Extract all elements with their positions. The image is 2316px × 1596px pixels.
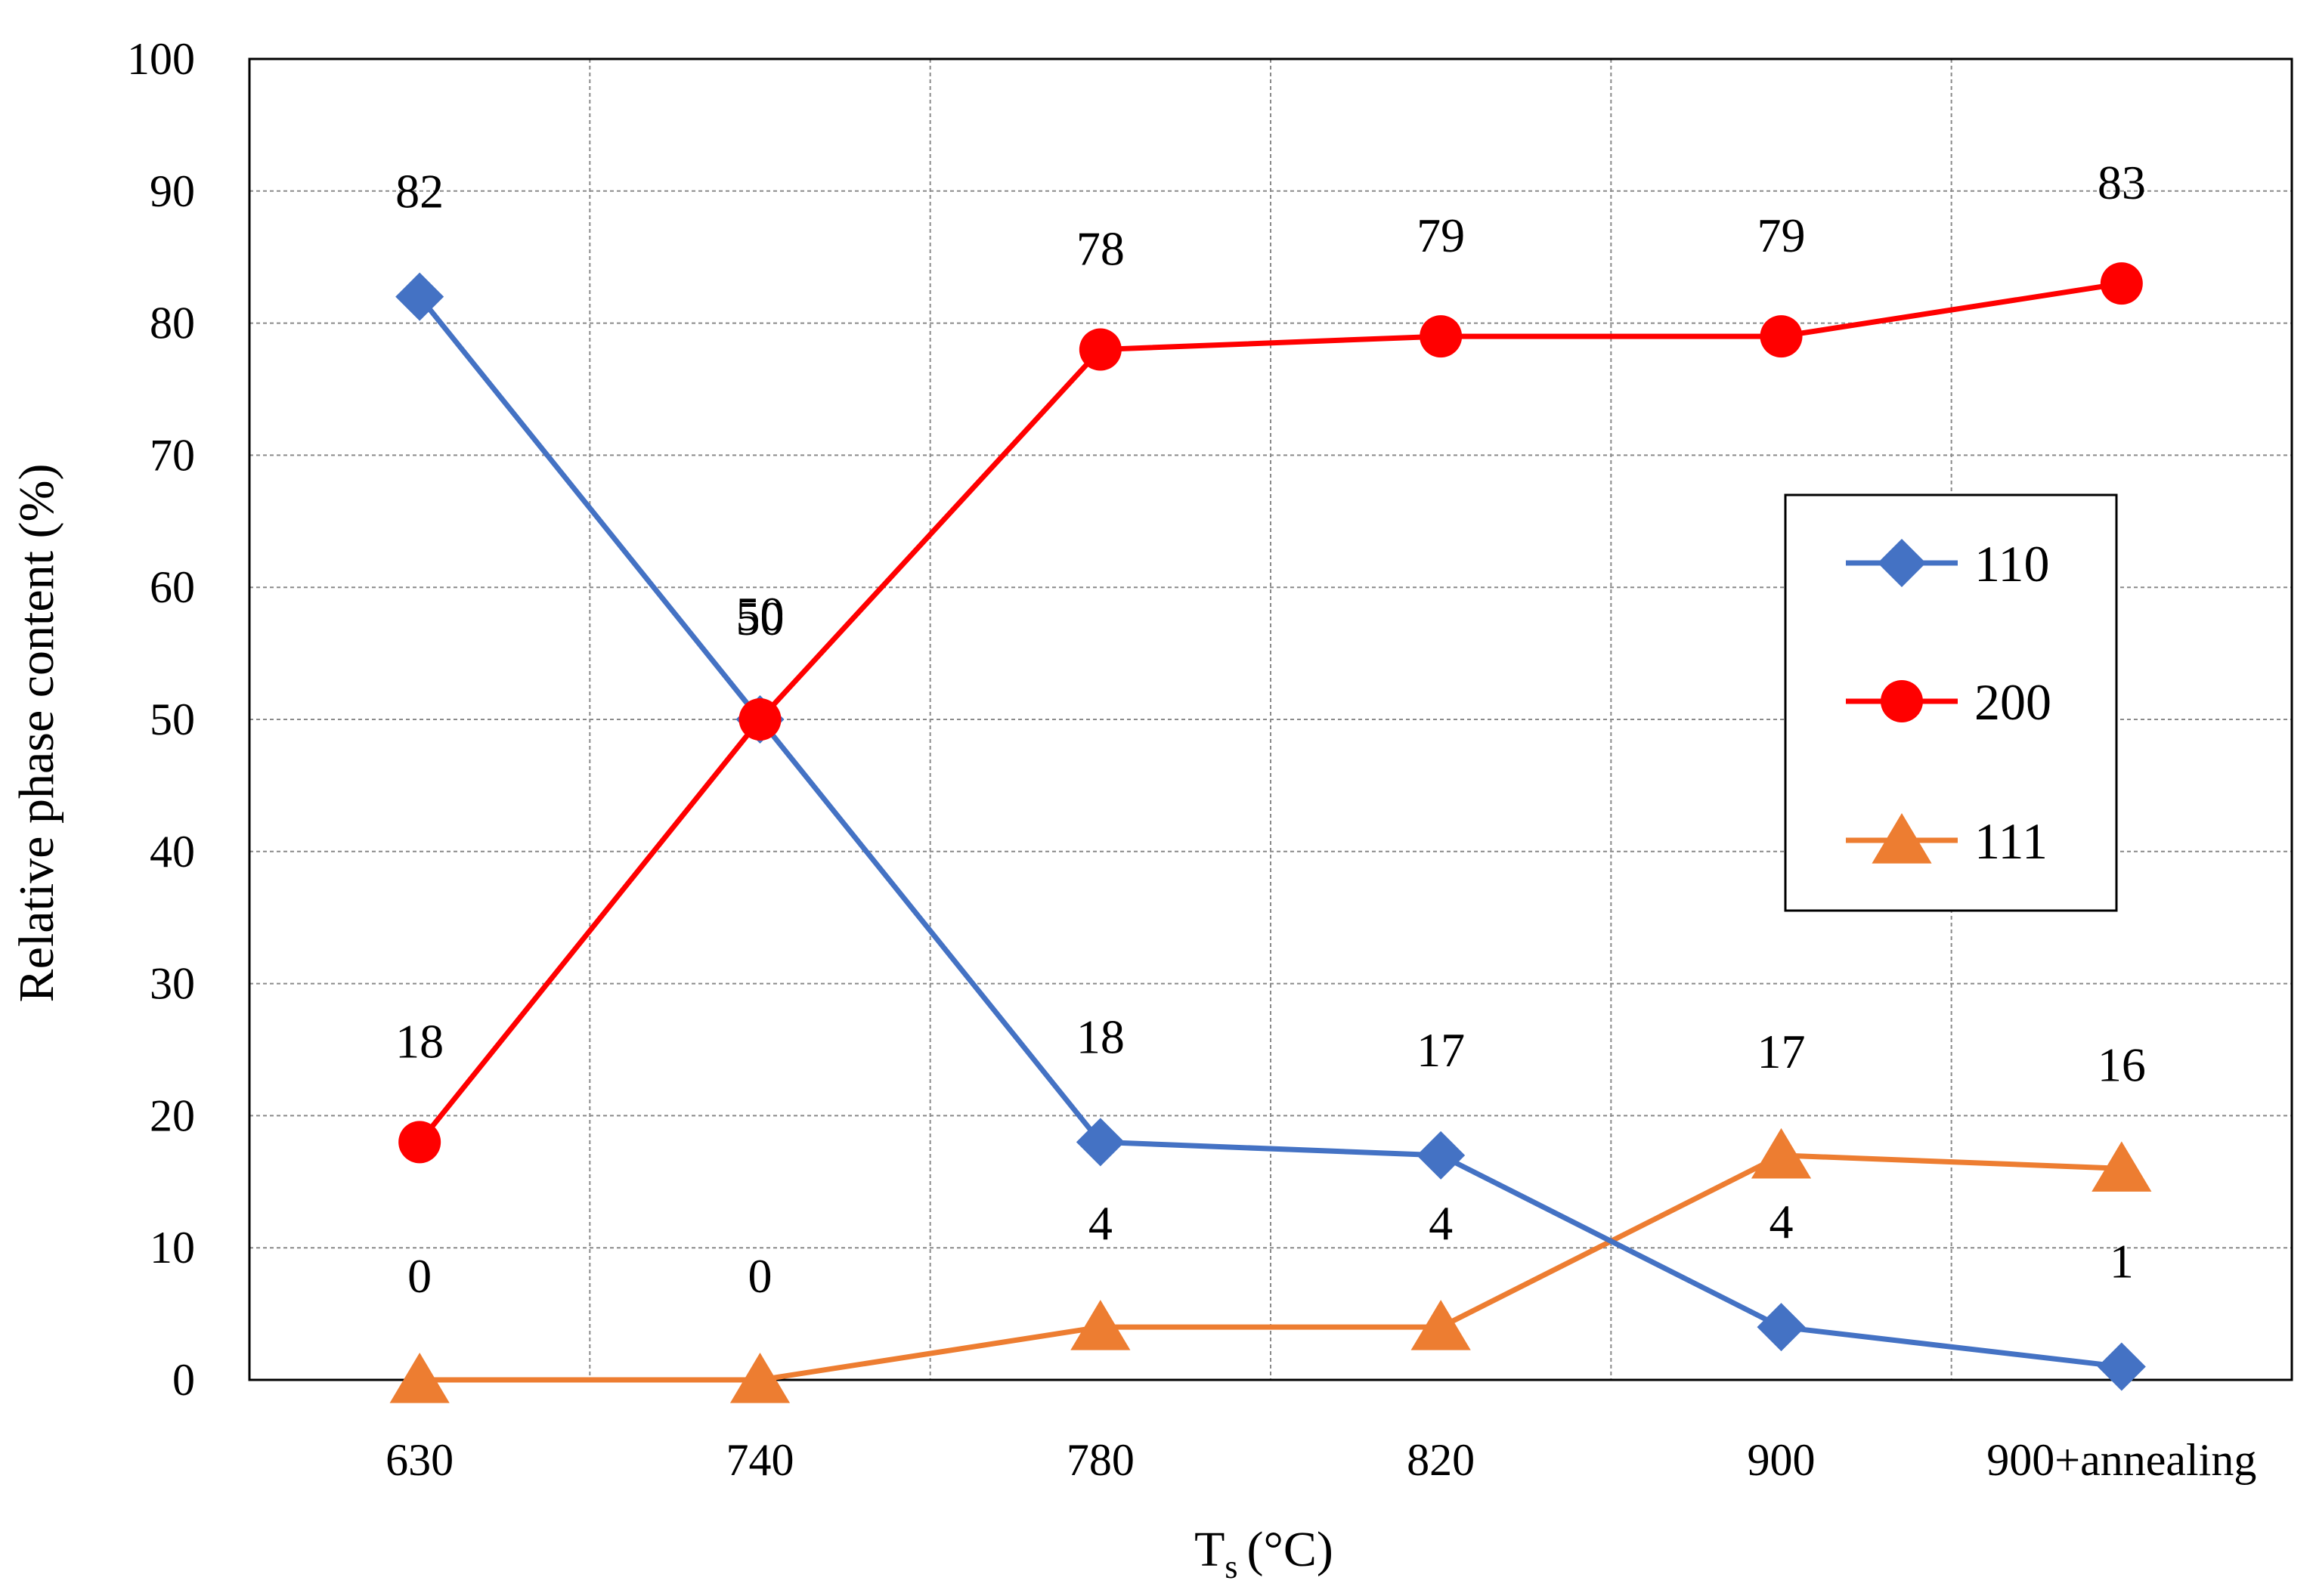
series-110 — [395, 272, 2146, 1391]
x-axis-title-subscript: s — [1225, 1548, 1237, 1585]
series-line-111 — [420, 1152, 2122, 1383]
x-tick-label: 630 — [385, 1435, 454, 1485]
y-tick-label: 80 — [150, 298, 195, 348]
data-label-110: 17 — [1417, 1023, 1465, 1077]
data-label-110: 18 — [1076, 1010, 1125, 1063]
series-layer — [389, 262, 2152, 1403]
y-tick-label: 50 — [150, 694, 195, 744]
data-point-200 — [1420, 315, 1463, 358]
y-tick-label: 90 — [150, 166, 195, 216]
x-axis-ticks: 630 740 780 820 900 900+annealing — [385, 1435, 2256, 1485]
data-point-110 — [1076, 1118, 1125, 1167]
x-tick-label: 780 — [1067, 1435, 1135, 1485]
data-label-111: 4 — [1088, 1196, 1113, 1250]
data-point-111 — [1410, 1300, 1471, 1350]
x-axis-title: Ts (°C) — [1194, 1522, 1333, 1585]
data-point-110 — [1417, 1130, 1466, 1180]
y-tick-label: 70 — [150, 430, 195, 480]
x-tick-label: 900 — [1748, 1435, 1816, 1485]
series-line-200 — [417, 280, 2122, 1144]
y-tick-label: 0 — [172, 1355, 195, 1405]
data-label-200: 83 — [2098, 156, 2146, 209]
data-point-111 — [389, 1353, 450, 1403]
x-axis-title-unit: (°C) — [1247, 1522, 1333, 1577]
data-point-200 — [1079, 328, 1122, 371]
data-label-111: 17 — [1757, 1025, 1806, 1078]
x-tick-label: 820 — [1407, 1435, 1475, 1485]
data-label-110: 82 — [395, 165, 444, 218]
data-label-111: 0 — [407, 1249, 432, 1303]
data-point-111 — [2092, 1141, 2152, 1192]
data-label-200: 18 — [395, 1014, 444, 1068]
data-label-110: 1 — [2110, 1235, 2134, 1288]
legend-item-111: 111 — [1846, 812, 2048, 870]
y-tick-label: 10 — [150, 1223, 195, 1273]
y-tick-label: 30 — [150, 959, 195, 1009]
data-point-111 — [729, 1353, 791, 1403]
x-tick-label: 740 — [726, 1435, 794, 1485]
data-point-200 — [738, 698, 782, 741]
data-label-111: 0 — [748, 1249, 773, 1303]
y-tick-label: 100 — [127, 34, 195, 84]
legend-label: 200 — [1974, 673, 2051, 731]
y-tick-label: 60 — [150, 562, 195, 612]
data-point-200 — [398, 1121, 441, 1164]
plot-frame — [248, 57, 2293, 1381]
data-label-200: 50 — [736, 592, 785, 645]
series-111 — [389, 1127, 2152, 1403]
legend-items: 110 200 111 — [1846, 535, 2051, 870]
x-tick-label: 900+annealing — [1986, 1435, 2256, 1485]
data-label-111: 4 — [1429, 1196, 1453, 1250]
data-point-110 — [395, 272, 444, 321]
series-200 — [398, 262, 2143, 1164]
data-point-111 — [1751, 1127, 1812, 1179]
data-label-110: 4 — [1770, 1195, 1794, 1248]
legend-marker — [1872, 813, 1932, 864]
data-label-200: 78 — [1076, 222, 1125, 276]
y-tick-label: 40 — [150, 827, 195, 877]
legend: 110 200 111 — [1784, 493, 2118, 912]
data-label-200: 79 — [1417, 209, 1465, 262]
legend-item-110: 110 — [1846, 535, 2049, 592]
y-axis-title: Relative phase content (%) — [9, 464, 64, 1003]
y-tick-label: 20 — [150, 1090, 195, 1140]
legend-label: 111 — [1974, 812, 2048, 870]
legend-marker — [1881, 680, 1923, 722]
data-point-111 — [1070, 1300, 1131, 1350]
data-point-200 — [2100, 262, 2143, 305]
data-label-111: 16 — [2098, 1038, 2146, 1091]
data-label-110: 50 — [736, 587, 785, 641]
legend-marker — [1878, 539, 1926, 587]
legend-label: 110 — [1974, 535, 2049, 592]
series-line-110 — [417, 295, 2122, 1369]
y-axis-ticks: 0 10 20 30 40 50 60 70 80 90 100 — [127, 34, 195, 1405]
x-axis-title-main: T — [1194, 1522, 1225, 1577]
data-labels: 82 50 18 17 4 1 18 50 78 79 79 83 0 0 4 4 17 16 — [395, 156, 2146, 1303]
data-point-110 — [2097, 1342, 2146, 1391]
grid — [249, 59, 2292, 1380]
data-label-200: 79 — [1757, 209, 1806, 262]
data-point-110 — [1757, 1303, 1806, 1352]
legend-item-200: 200 — [1846, 673, 2051, 731]
data-point-200 — [1760, 315, 1803, 358]
